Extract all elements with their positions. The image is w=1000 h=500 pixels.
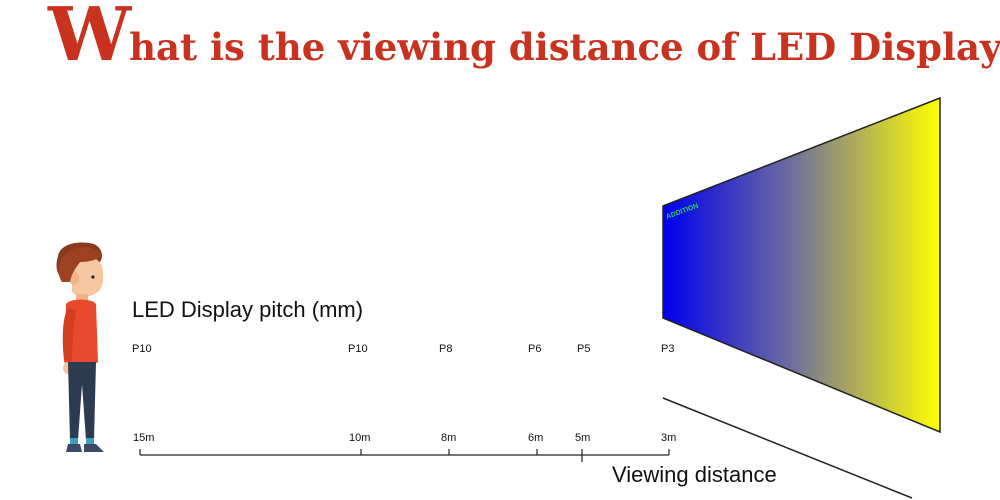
pitch-label-p3: P3	[661, 343, 675, 355]
page-title: What is the viewing distance of LED Disp…	[48, 0, 1000, 78]
viewing-distance-label: Viewing distance	[612, 462, 777, 487]
title-initial: W	[48, 0, 131, 78]
distance-label-10m: 10m	[349, 432, 371, 444]
pitch-label-p10-far: P10	[132, 343, 152, 355]
pitch-heading: LED Display pitch (mm)	[132, 297, 364, 322]
led-screen	[662, 96, 941, 434]
person-illustration	[56, 242, 104, 452]
pitch-label-p6: P6	[528, 343, 542, 355]
distance-label-3m: 3m	[661, 432, 677, 444]
distance-label-6m: 6m	[528, 432, 544, 444]
pitch-label-p10: P10	[348, 343, 368, 355]
distance-label-8m: 8m	[441, 432, 457, 444]
axis-ticks	[139, 449, 670, 455]
title-rest: hat is the viewing distance of LED Displ…	[129, 25, 1000, 69]
pitch-label-p5: P5	[577, 343, 591, 355]
floor-perspective-line	[662, 397, 913, 499]
distance-label-5m: 5m	[575, 432, 591, 444]
pitch-label-p8: P8	[439, 343, 453, 355]
distance-label-15m: 15m	[133, 432, 155, 444]
